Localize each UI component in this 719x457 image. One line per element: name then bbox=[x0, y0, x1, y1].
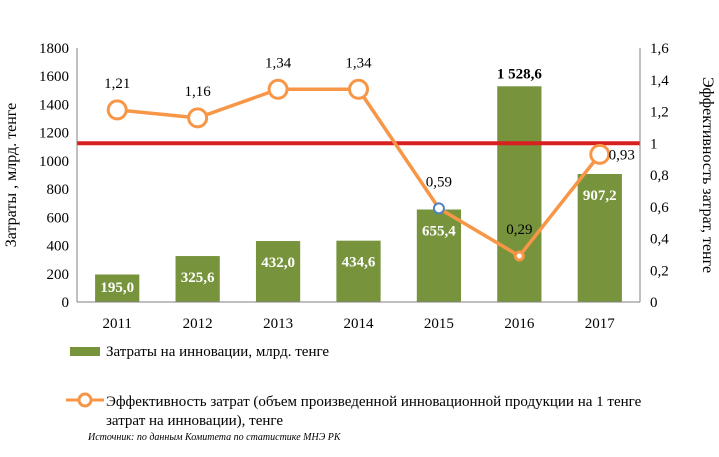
line-series: 1,21 1,16 1,34 1,34 0,59 0,29 0,93 bbox=[104, 55, 635, 262]
bar-series: 195,0 325,6 432,0 434,6 655,4 1 528,6 907,2 bbox=[95, 66, 622, 303]
line-point bbox=[267, 78, 289, 100]
y-left-tick-label: 800 bbox=[47, 182, 70, 198]
y-right-tick-label: 0,2 bbox=[650, 263, 669, 279]
bar-data-label: 432,0 bbox=[261, 255, 295, 271]
bar bbox=[175, 256, 220, 302]
x-tick-label: 2013 bbox=[263, 316, 293, 332]
x-tick-label: 2015 bbox=[424, 316, 454, 332]
y-right-tick-label: 0,8 bbox=[650, 168, 669, 184]
bar bbox=[255, 241, 301, 302]
line-data-label: 0,93 bbox=[609, 147, 635, 163]
y-right-tick-label: 0,4 bbox=[650, 232, 669, 248]
y-left-tick-label: 200 bbox=[47, 267, 70, 283]
bar-data-label: 325,6 bbox=[181, 270, 215, 286]
x-tick-label: 2011 bbox=[102, 316, 131, 332]
x-tick-label: 2014 bbox=[344, 316, 375, 332]
bar-data-label: 195,0 bbox=[100, 280, 134, 296]
x-tick-label: 2017 bbox=[585, 316, 616, 332]
y-left-tick-label: 0 bbox=[62, 295, 70, 311]
bar-data-label: 1 528,6 bbox=[497, 66, 543, 82]
y-left-axis-title: Затраты , млрд. тенге bbox=[3, 103, 20, 247]
y-right-tick-label: 0 bbox=[650, 295, 658, 311]
bar bbox=[336, 240, 381, 302]
bar-data-label: 907,2 bbox=[583, 188, 617, 204]
line-point bbox=[348, 78, 369, 100]
line-data-label: 0,59 bbox=[426, 174, 452, 190]
y-right-tick-label: 0,6 bbox=[650, 200, 669, 216]
y-right-tick-label: 1,6 bbox=[650, 41, 669, 57]
line-point bbox=[513, 250, 525, 262]
y-left-tick-label: 600 bbox=[47, 210, 70, 226]
x-tick-label: 2012 bbox=[183, 316, 213, 332]
y-right-tick-label: 1 bbox=[650, 136, 658, 152]
line-data-label: 1,34 bbox=[265, 55, 292, 71]
bar-data-label: 655,4 bbox=[422, 224, 456, 240]
y-right-axis-title: Эффективность затрат, тенге bbox=[699, 77, 716, 273]
source-note: Источник: по данным Комитета по статисти… bbox=[88, 432, 341, 443]
line-point bbox=[187, 107, 209, 129]
y-left-tick-label: 1200 bbox=[39, 126, 69, 142]
y-left-tick-label: 1400 bbox=[39, 97, 69, 113]
y-left-tick-label: 1000 bbox=[39, 154, 69, 170]
line-point bbox=[432, 202, 445, 215]
bar bbox=[95, 274, 140, 302]
x-tick-label: 2016 bbox=[504, 316, 535, 332]
line-point bbox=[106, 99, 128, 121]
y-right-tick-label: 1,4 bbox=[650, 73, 669, 89]
y-left-tick-label: 400 bbox=[47, 239, 70, 255]
y-left-tick-label: 1800 bbox=[39, 41, 69, 57]
line-data-label: 1,34 bbox=[345, 55, 372, 71]
bar bbox=[497, 86, 542, 303]
y-left-tick-label: 1600 bbox=[39, 69, 69, 85]
line-data-label: 1,16 bbox=[185, 84, 212, 100]
line-point bbox=[589, 143, 611, 165]
bar bbox=[577, 173, 622, 302]
axes: 0 200 400 600 800 1000 1200 1400 1600 1800 0 0,2 0,4… bbox=[39, 41, 669, 332]
y-right-tick-label: 1,2 bbox=[650, 105, 669, 121]
bar bbox=[416, 209, 462, 302]
bar-data-label: 434,6 bbox=[342, 255, 376, 271]
line-data-label: 1,21 bbox=[104, 76, 130, 92]
line-data-label: 0,29 bbox=[506, 222, 532, 238]
